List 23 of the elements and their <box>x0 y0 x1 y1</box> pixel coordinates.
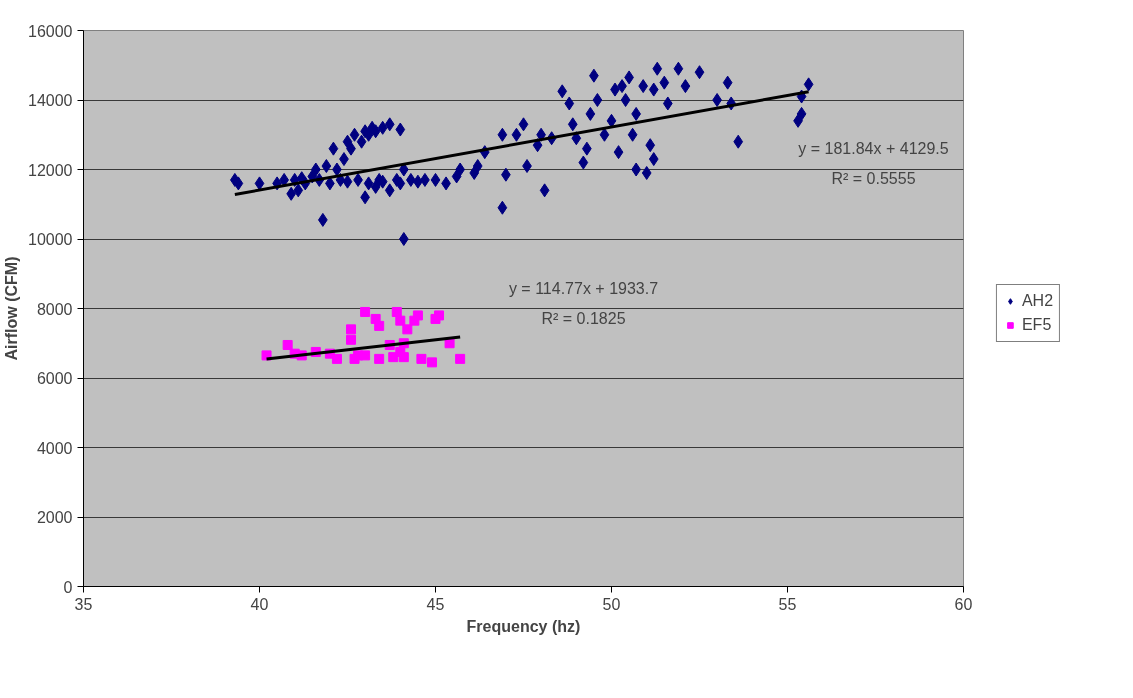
x-tick-label: 35 <box>74 595 93 613</box>
y-tick-label: 4000 <box>36 439 73 457</box>
annotation: R² = 0.5555 <box>831 170 916 187</box>
y-tick-label: 0 <box>63 578 73 596</box>
y-axis-title: Airflow (CFM) <box>3 256 21 361</box>
annotation: R² = 0.1825 <box>541 310 626 327</box>
x-tick-label: 55 <box>778 595 797 613</box>
y-tick-label: 8000 <box>36 300 73 318</box>
annotation: y = 181.84x + 4129.5 <box>798 140 949 157</box>
legend-label: AH2 <box>1021 291 1054 310</box>
y-tick-label: 6000 <box>36 370 73 387</box>
x-tick-label: 60 <box>954 595 973 613</box>
annotation: y = 114.77x + 1933.7 <box>508 280 659 297</box>
x-tick-label: 45 <box>426 595 445 613</box>
x-axis-title: Frequency (hz) <box>466 617 581 635</box>
legend-label: EF5 <box>1021 315 1052 334</box>
y-tick-label: 10000 <box>28 231 73 248</box>
y-tick-label: 12000 <box>28 161 73 179</box>
y-tick-label: 14000 <box>28 92 73 109</box>
x-tick-label: 50 <box>602 595 621 613</box>
x-tick-label: 40 <box>250 595 269 613</box>
y-tick-label: 2000 <box>36 509 73 526</box>
y-tick-label: 16000 <box>28 22 73 40</box>
